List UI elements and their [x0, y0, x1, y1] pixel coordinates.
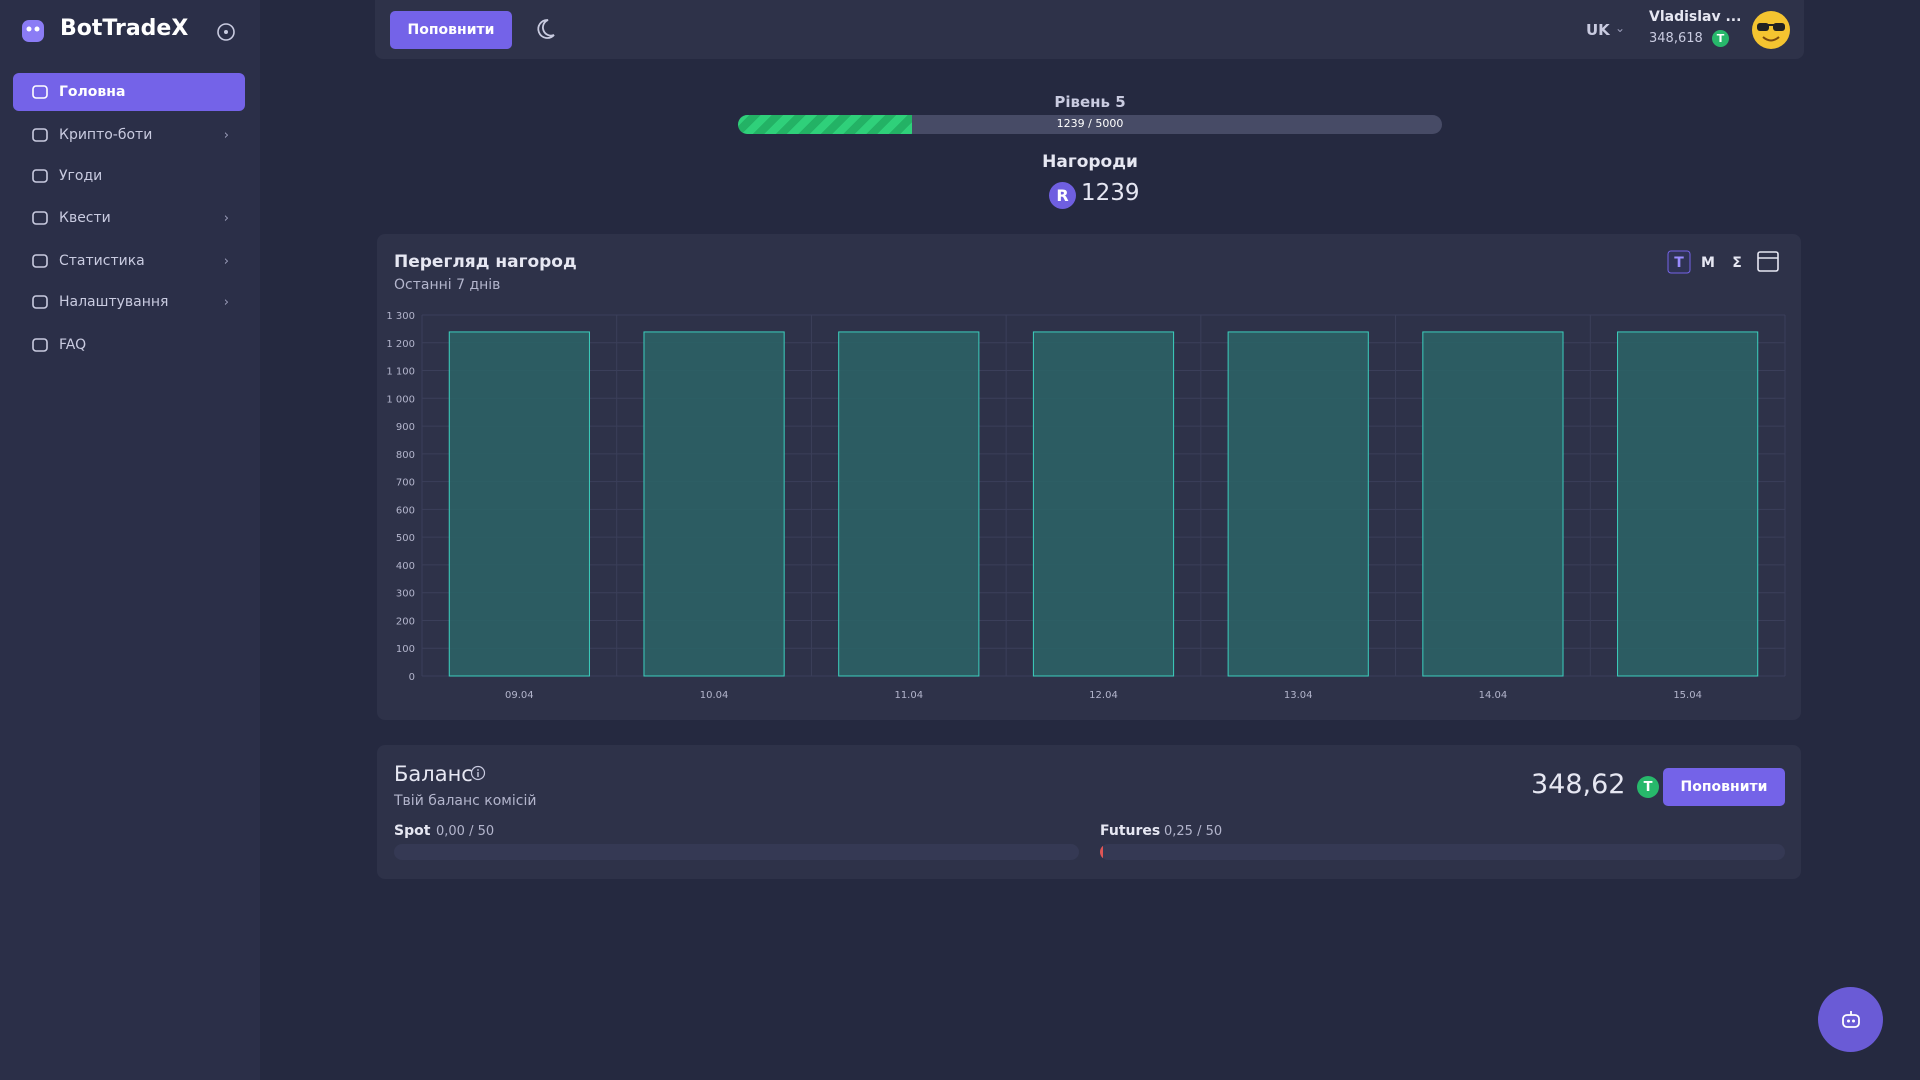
menu-icon: [32, 85, 48, 99]
menu-icon: [32, 295, 48, 309]
calendar-button[interactable]: [1757, 251, 1779, 272]
menu-item[interactable]: Головна: [13, 73, 245, 111]
bar: [448, 331, 590, 677]
menu-item[interactable]: FAQ: [13, 326, 245, 364]
menu-icon: [32, 338, 48, 352]
balance-currency-badge: T: [1637, 776, 1659, 798]
menu-chevron: ›: [223, 253, 229, 269]
bar: [1227, 331, 1369, 677]
y-tick-label: 1 300: [386, 311, 415, 322]
user-balance: 348,618: [1649, 31, 1703, 46]
y-tick-label: 1 100: [386, 367, 415, 378]
theme-toggle[interactable]: [533, 17, 557, 41]
menu-chevron: ›: [223, 294, 229, 310]
sidebar: BotTradeX Головна Крипто-боти › Угоди Квести…: [0, 0, 260, 1080]
y-tick-label: 600: [396, 505, 415, 516]
x-tick-label: 11.04: [894, 690, 923, 701]
y-tick-label: 0: [409, 672, 415, 683]
y-tick-label: 100: [396, 644, 415, 655]
spot-label: Spot: [394, 823, 431, 839]
menu-item[interactable]: Квести ›: [13, 199, 245, 237]
y-tick-label: 400: [396, 561, 415, 572]
y-tick-label: 500: [396, 533, 415, 544]
balance-subtitle: Твій баланс комісій: [394, 793, 537, 809]
language-chevron: ⌄: [1615, 21, 1626, 35]
period-button-label: Σ: [1732, 255, 1742, 271]
topup-button[interactable]: Поповнити: [390, 11, 512, 49]
level-title: Рівень 5: [1054, 93, 1126, 111]
bar: [1032, 331, 1175, 677]
y-tick-label: 800: [396, 450, 415, 461]
menu-icon: [32, 254, 48, 268]
chart: Перегляд нагород Останні 7 днів T M Σ 0 100 200…: [386, 250, 1786, 701]
menu-icon: [32, 211, 48, 225]
level-progress: 1239 / 5000: [738, 115, 1442, 134]
period-button[interactable]: [1667, 250, 1691, 274]
level-progress-fill: [738, 115, 913, 134]
balance-title: Баланс: [394, 762, 473, 786]
brand: BotTradeX: [60, 16, 189, 41]
y-tick-label: 1 000: [386, 394, 415, 405]
avatar[interactable]: [1751, 10, 1791, 50]
info-icon[interactable]: [470, 765, 486, 781]
futures-progress: [1100, 844, 1785, 860]
period-button-label: M: [1701, 255, 1715, 271]
chat-bot-button[interactable]: [1818, 987, 1883, 1052]
x-tick-label: 12.04: [1089, 690, 1118, 701]
x-tick-label: 14.04: [1479, 690, 1508, 701]
menu-item[interactable]: Статистика ›: [13, 242, 245, 280]
bar: [1422, 331, 1564, 677]
rewards-badge: R: [1049, 182, 1076, 209]
chart-title: Перегляд нагород: [394, 252, 577, 272]
balance-amount: 348,62: [1531, 769, 1626, 800]
futures-progress-fill: [1100, 844, 1104, 860]
logo-icon: [22, 20, 44, 42]
x-tick-label: 13.04: [1284, 690, 1313, 701]
y-tick-label: 200: [396, 616, 415, 627]
balance-topup-button[interactable]: Поповнити: [1663, 768, 1785, 806]
menu-icon: [32, 169, 48, 183]
language-select[interactable]: UK: [1586, 21, 1610, 39]
y-tick-label: 900: [396, 422, 415, 433]
menu-item[interactable]: Угоди: [13, 157, 245, 195]
spot-progress: [394, 844, 1079, 860]
spot-text: 0,00 / 50: [436, 824, 495, 839]
period-button-label: T: [1674, 255, 1684, 271]
futures-label: Futures: [1100, 823, 1161, 839]
level-progress-label: 1239 / 5000: [1056, 117, 1124, 130]
x-tick-label: 15.04: [1673, 690, 1702, 701]
y-tick-label: 300: [396, 589, 415, 600]
menu-item[interactable]: Налаштування ›: [13, 283, 245, 321]
rewards-amount: 1239: [1081, 180, 1140, 206]
currency-badge: T: [1712, 30, 1729, 47]
user-name: Vladislav ...: [1649, 9, 1742, 25]
bot-icon: [1841, 1010, 1860, 1028]
balance-card: Баланс Твій баланс комісій 348,62 T Попо…: [377, 745, 1801, 879]
chart-subtitle: Останні 7 днів: [394, 277, 500, 293]
header: Поповнити UK ⌄ Vladislav ... 348,618 T: [375, 0, 1804, 59]
bar: [643, 331, 785, 677]
menu-icon: [32, 128, 48, 142]
bar: [1617, 331, 1759, 677]
futures-text: 0,25 / 50: [1164, 824, 1223, 839]
chart-card: Перегляд нагород Останні 7 днів T M Σ 0 100 200…: [377, 234, 1801, 720]
y-tick-label: 1 200: [386, 339, 415, 350]
x-tick-label: 10.04: [700, 690, 729, 701]
bar: [838, 331, 980, 677]
collapse-button[interactable]: [216, 22, 236, 42]
rewards-title: Нагороди: [1042, 152, 1138, 172]
y-tick-label: 700: [396, 478, 415, 489]
x-tick-label: 09.04: [505, 690, 534, 701]
menu-chevron: ›: [223, 127, 229, 143]
menu-chevron: ›: [223, 210, 229, 226]
menu-item[interactable]: Крипто-боти ›: [13, 116, 245, 154]
